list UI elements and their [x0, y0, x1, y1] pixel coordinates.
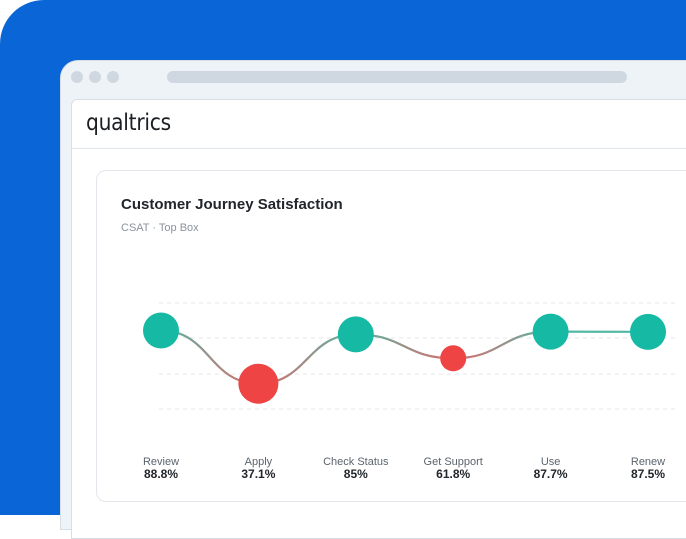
value-label: 37.1% [241, 467, 275, 481]
data-point-check-status[interactable] [338, 316, 374, 352]
qualtrics-logo: qualtrics [86, 110, 171, 136]
value-label: 85% [344, 467, 368, 481]
data-point-renew[interactable] [630, 314, 666, 350]
window-dot-minimize[interactable] [89, 71, 101, 83]
value-label: 61.8% [436, 467, 470, 481]
data-point-apply[interactable] [238, 364, 278, 404]
journey-satisfaction-card: Customer Journey Satisfaction CSAT · Top… [96, 170, 686, 502]
app-content: qualtrics Customer Journey Satisfaction … [71, 99, 686, 539]
value-label: 87.7% [534, 467, 568, 481]
value-label: 88.8% [144, 467, 178, 481]
window-dot-maximize[interactable] [107, 71, 119, 83]
window-dot-close[interactable] [71, 71, 83, 83]
data-point-review[interactable] [143, 313, 179, 349]
value-label: 87.5% [631, 467, 665, 481]
data-point-get-support[interactable] [440, 345, 466, 371]
app-header: qualtrics [72, 100, 686, 149]
address-bar[interactable] [167, 71, 627, 83]
data-point-use[interactable] [533, 314, 569, 350]
browser-window: qualtrics Customer Journey Satisfaction … [60, 60, 686, 530]
